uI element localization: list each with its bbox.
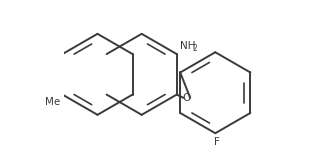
Text: 2: 2 xyxy=(192,44,197,53)
Text: NH: NH xyxy=(179,41,195,51)
Text: F: F xyxy=(214,137,220,147)
Text: O: O xyxy=(183,93,191,103)
Text: Me: Me xyxy=(45,97,61,107)
